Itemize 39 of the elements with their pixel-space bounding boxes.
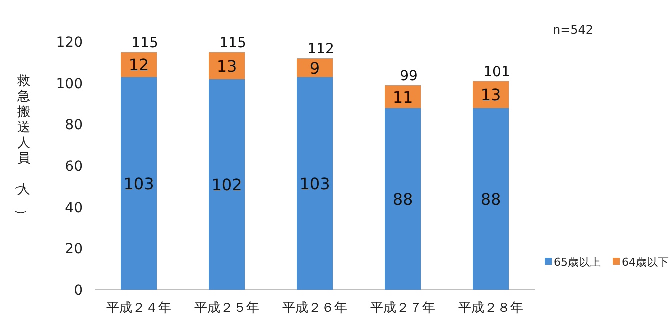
- bar: [473, 81, 509, 108]
- data-label: 13: [480, 86, 502, 105]
- total-label: 99: [400, 68, 418, 84]
- y-tick-label: 20: [65, 242, 83, 258]
- bar: [209, 52, 245, 80]
- bar: [121, 77, 157, 290]
- bar: [385, 85, 421, 108]
- x-tick-label: 平成２４年: [106, 301, 172, 316]
- y-tick-label: 100: [56, 76, 83, 92]
- bar: [473, 108, 509, 290]
- y-tick-label: 60: [65, 159, 83, 175]
- bar: [297, 77, 333, 290]
- bar: [297, 58, 333, 78]
- total-label: 101: [484, 64, 510, 80]
- data-label: 13: [216, 56, 238, 76]
- data-label: 88: [392, 190, 414, 210]
- y-tick-label: 0: [74, 283, 83, 299]
- total-label: 112: [308, 42, 334, 58]
- y-tick-label: 80: [65, 118, 83, 134]
- y-tick-label: 120: [56, 35, 83, 51]
- x-tick-label: 平成２７年: [370, 301, 436, 316]
- data-label: 11: [392, 88, 414, 107]
- data-label: 12: [128, 56, 150, 75]
- data-label: 88: [480, 190, 502, 210]
- data-label: 103: [124, 174, 154, 194]
- text: n=542: [553, 23, 594, 37]
- data-label: 103: [300, 174, 330, 194]
- bar: [385, 108, 421, 290]
- total-label: 115: [220, 35, 246, 52]
- legend-label: 65歳以上: [554, 256, 601, 269]
- data-label: 102: [212, 176, 242, 195]
- x-tick-label: 平成２８年: [458, 301, 524, 316]
- data-label: 9: [310, 58, 320, 78]
- x-tick-label: 平成２６年: [282, 301, 348, 316]
- bar: [209, 79, 245, 290]
- x-tick-label: 平成２５年: [194, 301, 260, 316]
- y-tick-label: 40: [65, 200, 83, 216]
- total-label: 115: [132, 35, 158, 52]
- legend-label: 64歳以下: [622, 256, 669, 269]
